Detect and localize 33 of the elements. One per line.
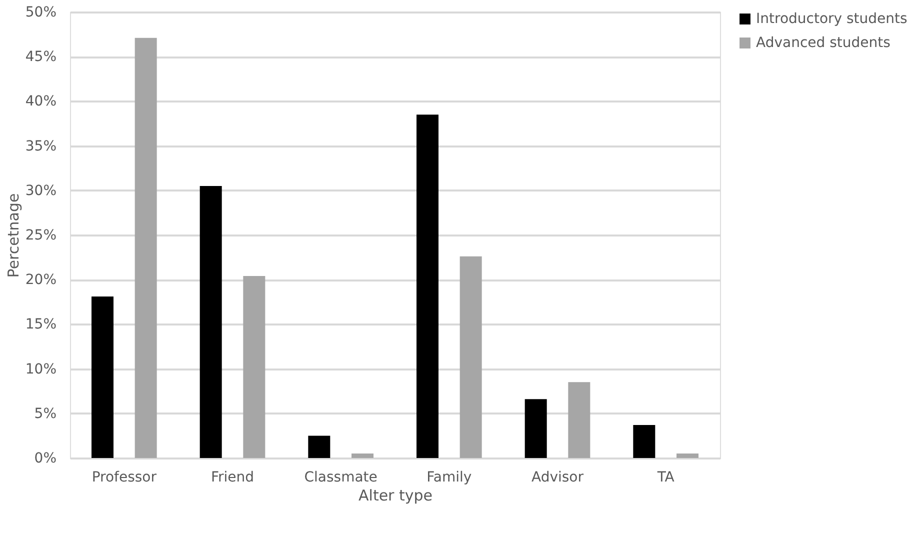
- y-tick-label: 30%: [25, 182, 56, 199]
- x-tick-label: Advisor: [531, 470, 584, 486]
- bar: [200, 186, 222, 458]
- x-tick-label: Classmate: [304, 470, 378, 486]
- bar: [134, 38, 157, 458]
- bar: [308, 436, 330, 458]
- y-tick-label: 35%: [25, 138, 56, 154]
- legend-label: Introductory students: [756, 11, 908, 27]
- bar: [568, 382, 590, 458]
- bar: [243, 276, 266, 458]
- bar: [460, 256, 482, 458]
- y-tick-label: 5%: [34, 406, 56, 422]
- bar: [92, 296, 114, 458]
- x-tick-label: Professor: [92, 470, 157, 486]
- bar: [676, 454, 698, 458]
- x-tick-label: Family: [426, 470, 472, 486]
- y-tick-label: 40%: [25, 94, 56, 110]
- y-tick-label: 25%: [25, 228, 56, 244]
- y-axis-title: Percetnage: [4, 193, 22, 278]
- bar: [352, 454, 374, 458]
- bar: [524, 399, 547, 458]
- y-tick-label: 10%: [25, 361, 56, 378]
- x-tick-label: TA: [656, 470, 675, 486]
- y-tick-label: 15%: [25, 316, 56, 333]
- legend-label: Advanced students: [756, 35, 890, 51]
- y-tick-label: 0%: [34, 450, 56, 466]
- x-tick-label: Friend: [210, 470, 254, 486]
- bar: [633, 424, 656, 458]
- x-axis-title: Alter type: [358, 486, 432, 504]
- y-tick-label: 20%: [25, 272, 56, 288]
- y-tick-label: 50%: [25, 4, 56, 20]
- bar: [416, 114, 438, 458]
- y-tick-label: 45%: [25, 49, 56, 66]
